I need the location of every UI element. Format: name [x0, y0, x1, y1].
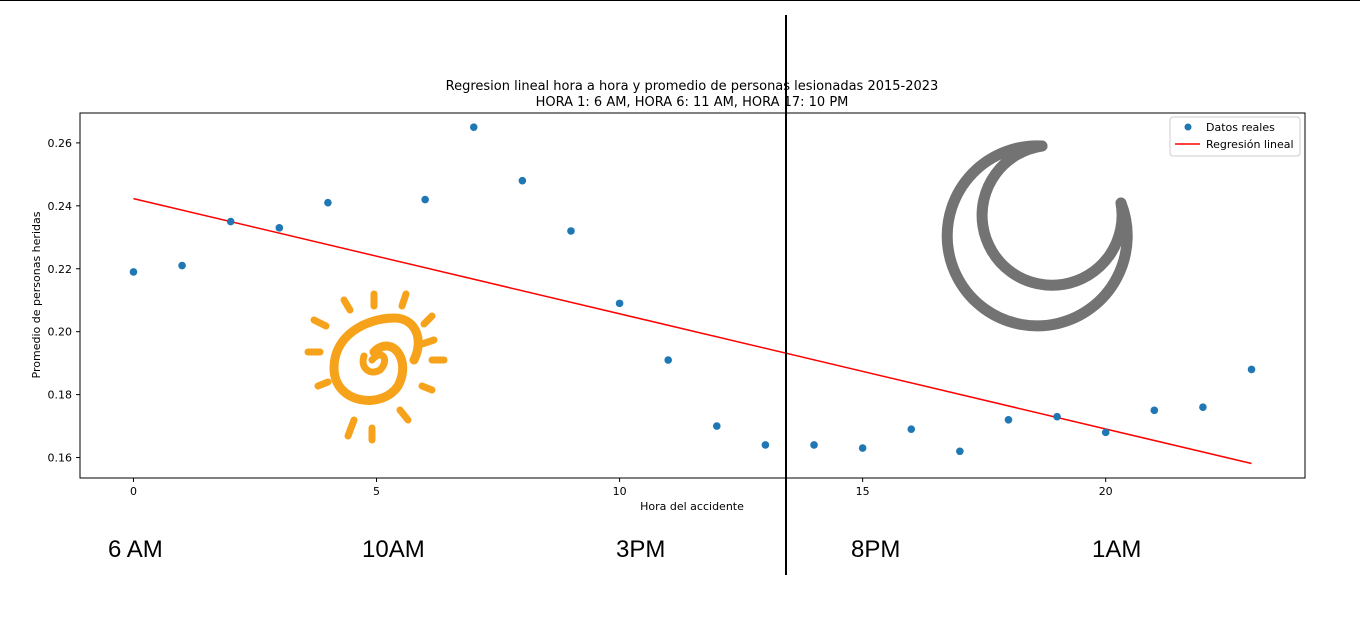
- y-tick-label: 0.26: [48, 137, 73, 150]
- chart-subtitle: HORA 1: 6 AM, HORA 6: 11 AM, HORA 17: 10…: [536, 95, 849, 110]
- data-point: [1053, 412, 1061, 421]
- data-point: [615, 299, 624, 308]
- data-point: [858, 444, 867, 452]
- top-border: [0, 0, 1360, 1]
- x-axis: 0 5 10 15 20: [130, 478, 1113, 498]
- scatter-points: [129, 123, 1256, 456]
- regression-line-segment: [133, 197, 1252, 465]
- legend: Datos reales Regresión lineal: [1169, 116, 1301, 157]
- data-point: [129, 268, 138, 276]
- chart-title: Regresion lineal hora a hora y promedio …: [446, 79, 939, 94]
- y-axis-label: Promedio de personas heridas: [30, 211, 43, 378]
- data-point: [178, 261, 186, 270]
- time-label-3pm: 3PM: [616, 536, 666, 563]
- data-point: [810, 441, 818, 449]
- data-point: [518, 176, 527, 185]
- y-tick-label: 0.24: [48, 200, 73, 213]
- x-axis-label: Hora del accidente: [640, 500, 744, 513]
- legend-marker-scatter: [1184, 123, 1192, 131]
- data-point: [761, 441, 770, 449]
- data-point: [1150, 406, 1159, 415]
- y-tick-label: 0.16: [48, 452, 73, 465]
- time-label-1am: 1AM: [1092, 536, 1142, 563]
- y-tick-label: 0.18: [48, 389, 73, 402]
- data-point: [324, 198, 332, 207]
- time-label-8pm: 8PM: [851, 536, 901, 563]
- time-label-6am: 6 AM: [108, 536, 163, 563]
- data-point: [713, 422, 721, 430]
- sun-icon: [304, 290, 448, 444]
- data-point: [1004, 415, 1013, 424]
- y-tick-label: 0.20: [48, 326, 73, 339]
- data-point: [469, 123, 478, 131]
- data-point: [907, 425, 916, 434]
- y-axis: 0.16 0.18 0.20 0.22 0.24 0.26: [48, 137, 80, 465]
- data-point: [275, 224, 284, 232]
- data-point: [1247, 365, 1256, 374]
- time-label-10am: 10AM: [362, 536, 425, 563]
- x-tick-label: 5: [373, 485, 380, 498]
- data-point: [567, 227, 575, 235]
- data-point: [1199, 403, 1207, 412]
- regression-line: [133, 197, 1252, 465]
- x-tick-label: 10: [613, 485, 627, 498]
- data-point: [664, 356, 672, 364]
- plot-area: [79, 112, 1306, 479]
- y-tick-label: 0.22: [48, 263, 73, 276]
- moon-icon: [941, 140, 1133, 332]
- data-point: [1101, 428, 1110, 437]
- x-tick-label: 20: [1099, 485, 1113, 498]
- x-tick-label: 0: [130, 485, 137, 498]
- data-point: [956, 447, 964, 456]
- data-point: [226, 217, 235, 226]
- legend-label-scatter: Datos reales: [1206, 121, 1275, 134]
- data-point: [421, 195, 429, 204]
- x-tick-label: 15: [856, 485, 870, 498]
- legend-label-line: Regresión lineal: [1206, 138, 1294, 151]
